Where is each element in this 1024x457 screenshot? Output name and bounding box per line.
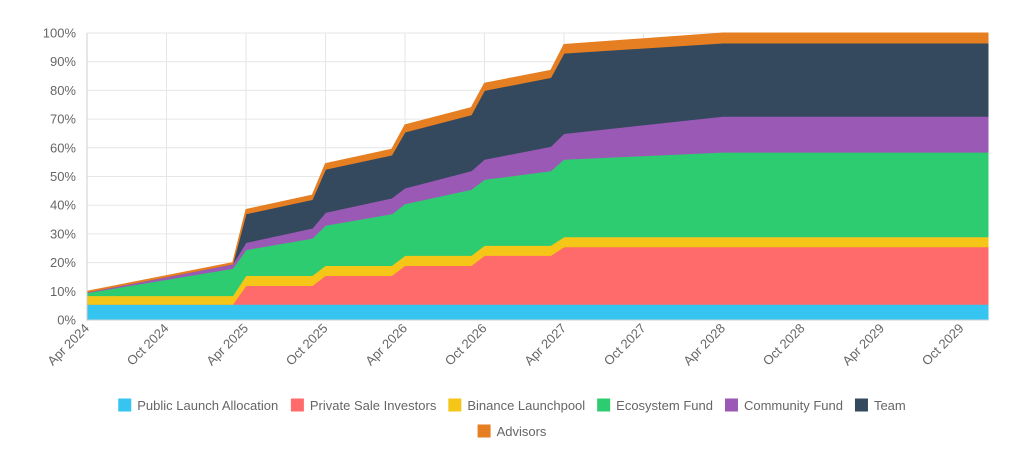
y-tick-label: 80%	[50, 83, 76, 98]
x-tick-label: Apr 2028	[680, 321, 728, 369]
legend-swatch	[477, 424, 491, 438]
legend-label: Advisors	[497, 424, 547, 439]
legend-item-advisors[interactable]: Advisors	[477, 424, 547, 439]
x-tick-label: Oct 2028	[760, 321, 808, 369]
legend-item-team[interactable]: Team	[854, 398, 906, 413]
legend-item-binance-launchpool[interactable]: Binance Launchpool	[448, 398, 585, 413]
x-tick-label: Oct 2029	[919, 321, 967, 369]
y-tick-label: 50%	[50, 169, 76, 184]
legend-swatch	[724, 398, 738, 412]
legend-item-ecosystem-fund[interactable]: Ecosystem Fund	[597, 398, 713, 413]
x-tick-label: Oct 2027	[601, 321, 649, 369]
x-tick-label: Apr 2026	[362, 321, 410, 369]
legend-item-community-fund[interactable]: Community Fund	[724, 398, 843, 413]
y-tick-label: 60%	[50, 140, 76, 155]
y-tick-label: 10%	[50, 284, 76, 299]
y-tick-label: 70%	[50, 112, 76, 127]
x-tick-label: Oct 2026	[442, 321, 490, 369]
legend-label: Private Sale Investors	[310, 398, 437, 413]
legend-item-public-launch-allocation[interactable]: Public Launch Allocation	[118, 398, 278, 413]
x-tick-label: Oct 2025	[283, 321, 331, 369]
area-public-launch-allocation	[86, 303, 989, 321]
legend-label: Public Launch Allocation	[137, 398, 278, 413]
legend: Public Launch Allocation Private Sale Inv…	[118, 398, 906, 439]
legend-swatch	[290, 398, 304, 412]
x-tick-label: Apr 2024	[44, 321, 92, 369]
legend-item-private-sale-investors[interactable]: Private Sale Investors	[290, 398, 437, 413]
legend-label: Team	[874, 398, 906, 413]
y-tick-label: 20%	[50, 255, 76, 270]
y-tick-label: 100%	[43, 26, 77, 41]
legend-swatch	[448, 398, 462, 412]
legend-label: Binance Launchpool	[467, 398, 585, 413]
legend-swatch	[118, 398, 132, 412]
legend-swatch	[597, 398, 611, 412]
y-tick-label: 90%	[50, 54, 76, 69]
legend-label: Community Fund	[744, 398, 843, 413]
x-tick-label: Oct 2024	[124, 321, 172, 369]
legend-label: Ecosystem Fund	[616, 398, 713, 413]
legend-swatch	[854, 398, 868, 412]
y-tick-label: 0%	[57, 313, 76, 328]
y-tick-label: 40%	[50, 198, 76, 213]
area-layer	[86, 32, 989, 321]
x-tick-label: Apr 2025	[203, 321, 251, 369]
area-advisors	[86, 32, 989, 293]
y-tick-label: 30%	[50, 226, 76, 241]
x-tick-label: Apr 2029	[839, 321, 887, 369]
x-tick-label: Apr 2027	[521, 321, 569, 369]
